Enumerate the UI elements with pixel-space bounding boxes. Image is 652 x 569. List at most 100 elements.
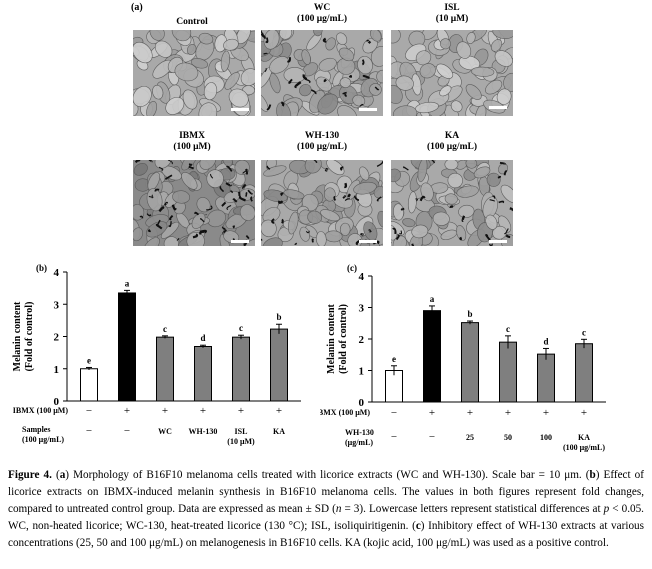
cell-blob <box>219 234 231 246</box>
melanin-spot <box>400 207 405 211</box>
cell-blob <box>392 235 407 246</box>
cell-blob <box>223 230 240 244</box>
cell-blob <box>154 160 172 169</box>
cell-blob <box>440 38 451 50</box>
cell-blob <box>323 187 336 202</box>
cell-blob <box>199 160 217 170</box>
cell-blob <box>339 77 352 88</box>
melanin-spot <box>294 242 298 245</box>
melanin-spot <box>147 229 151 233</box>
cell-blob <box>283 189 305 200</box>
melanin-spot <box>362 74 370 79</box>
sample-sublabel: (10 μM) <box>227 437 255 446</box>
cell-blob <box>325 37 336 51</box>
cell-blob <box>339 222 351 236</box>
micrograph-isl <box>391 30 513 116</box>
cell-blob <box>432 211 450 226</box>
melanin-spot <box>286 57 291 63</box>
melanin-spot <box>261 238 263 241</box>
cell-blob <box>318 57 337 72</box>
melanin-spot <box>238 195 246 202</box>
ibmx-sign: + <box>505 407 511 419</box>
cell-blob <box>220 50 230 72</box>
cell-blob <box>369 83 382 96</box>
cell-blob <box>470 66 495 77</box>
cell-blob <box>198 102 218 116</box>
micrograph-wh130 <box>261 160 383 246</box>
significance-letter: a <box>430 294 435 304</box>
melanin-spot <box>395 234 400 241</box>
cell-blob <box>324 230 343 243</box>
melanin-spot <box>148 195 154 198</box>
chart-c: 0 1 2 3 4 Melanin content(Fold of control) (c)… <box>320 263 606 452</box>
melanin-spot <box>313 160 318 163</box>
melanin-spot <box>266 165 271 170</box>
micrograph-label-ibmx: IBMX (100 μM) <box>173 131 211 152</box>
melanin-spot <box>342 91 347 95</box>
cell-blob <box>222 160 233 167</box>
cell-blob <box>338 47 355 62</box>
cell-blob <box>391 84 403 104</box>
melanin-spot <box>165 174 173 180</box>
cell-blob <box>223 38 239 51</box>
melanin-spot <box>263 52 268 55</box>
melanin-spot <box>323 78 327 83</box>
melanin-spot <box>156 219 161 226</box>
bar <box>118 292 136 402</box>
cell-blob <box>133 227 143 242</box>
cell-blob <box>190 58 209 69</box>
melanin-spot <box>265 37 269 44</box>
melanin-spot <box>158 166 164 171</box>
panel-label: (b) <box>36 263 47 273</box>
cell-blob <box>466 32 476 45</box>
melanin-spot <box>226 165 233 172</box>
cell-blob <box>486 172 501 187</box>
melanin-spot <box>485 234 491 241</box>
y-tick-label: 3 <box>54 299 60 311</box>
cell-blob <box>377 210 383 228</box>
chart-b: 0 1 2 3 4 Melanin content(Fold of control) (b)… <box>12 263 301 446</box>
cell-blob <box>236 30 251 44</box>
bar <box>385 370 403 403</box>
y-tick-label: 3 <box>359 303 365 315</box>
significance-letter: c <box>582 327 586 337</box>
melanin-spot <box>402 166 409 171</box>
sample-sublabel: (100 μg/mL) <box>563 443 605 452</box>
melanin-spot <box>509 207 513 212</box>
sample-label: − <box>429 431 435 443</box>
significance-letter: d <box>543 336 548 346</box>
melanin-spot <box>278 200 284 204</box>
cell-blob <box>393 203 404 221</box>
bar <box>499 341 517 403</box>
bar <box>461 322 479 403</box>
micrograph-label-ka: KA (100 μg/mL) <box>427 131 477 152</box>
cell-blob <box>456 41 472 59</box>
cell-blob <box>473 166 491 179</box>
melanin-spot <box>490 243 494 246</box>
melanin-spot <box>247 189 253 195</box>
cell-blob <box>458 55 481 71</box>
cell-blob <box>203 82 218 101</box>
melanin-spot <box>167 160 173 165</box>
significance-letter: d <box>200 333 205 343</box>
cell-blob <box>283 67 306 83</box>
y-tick-label: 2 <box>359 334 365 346</box>
scale-bar <box>489 106 507 109</box>
cell-blob <box>242 238 255 246</box>
cell-blob <box>456 185 479 198</box>
cell-blob <box>440 229 458 240</box>
cell-blob <box>450 100 463 113</box>
cell-blob <box>436 63 454 79</box>
sample-label: 100 <box>540 433 552 442</box>
y-axis-label: Melanin content(Fold of control) <box>326 303 349 373</box>
micrograph-wc <box>261 30 383 116</box>
cell-blob <box>485 214 498 230</box>
cell-blob <box>465 84 482 100</box>
cell-blob <box>458 204 475 218</box>
scale-bar <box>231 108 249 111</box>
cell-blob <box>301 49 311 65</box>
micrograph-label-isl: ISL (10 μM) <box>435 3 469 24</box>
significance-letter: b <box>467 309 472 319</box>
melanin-spot <box>146 213 152 217</box>
row-label-samples: WH-130 (μg/mL) <box>345 428 374 447</box>
